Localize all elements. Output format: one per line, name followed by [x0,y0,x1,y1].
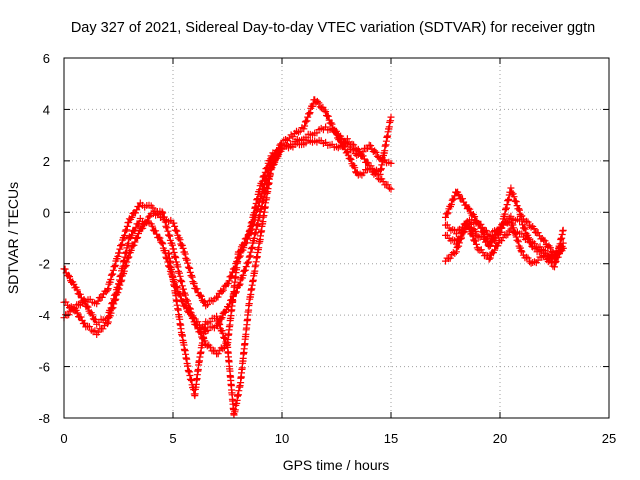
y-axis-label: SDTVAR / TECUs [5,182,21,294]
x-tick-label: 25 [602,431,616,446]
x-tick-label: 15 [384,431,398,446]
series-track-8 [442,222,567,263]
y-tick-label: 2 [43,154,50,169]
y-tick-label: -2 [38,257,50,272]
y-tick-label: -8 [38,411,50,426]
chart-title: Day 327 of 2021, Sidereal Day-to-day VTE… [71,20,595,36]
y-tick-label: -4 [38,308,50,323]
series-track-4 [165,141,286,419]
series-points [165,141,286,419]
x-axis-label: GPS time / hours [283,457,390,473]
y-tick-label: 4 [43,102,50,117]
series-track-2 [60,96,395,322]
x-tick-label: 5 [169,431,176,446]
x-tick-label: 20 [493,431,507,446]
series-points [60,96,395,322]
y-tick-label: 0 [43,205,50,220]
data-points [60,96,567,419]
series-points [442,222,567,263]
x-tick-labels: 0 5 10 15 20 25 [60,431,616,446]
x-tick-label: 10 [275,431,289,446]
x-tick-label: 0 [60,431,67,446]
y-tick-label: -6 [38,360,50,375]
y-tick-labels: -8 -6 -4 -2 0 2 4 6 [38,51,50,426]
axis-ticks [63,57,610,419]
y-tick-label: 6 [43,51,50,66]
plot-frame [63,57,610,419]
series-track-7 [442,184,567,258]
series-points [442,184,567,258]
